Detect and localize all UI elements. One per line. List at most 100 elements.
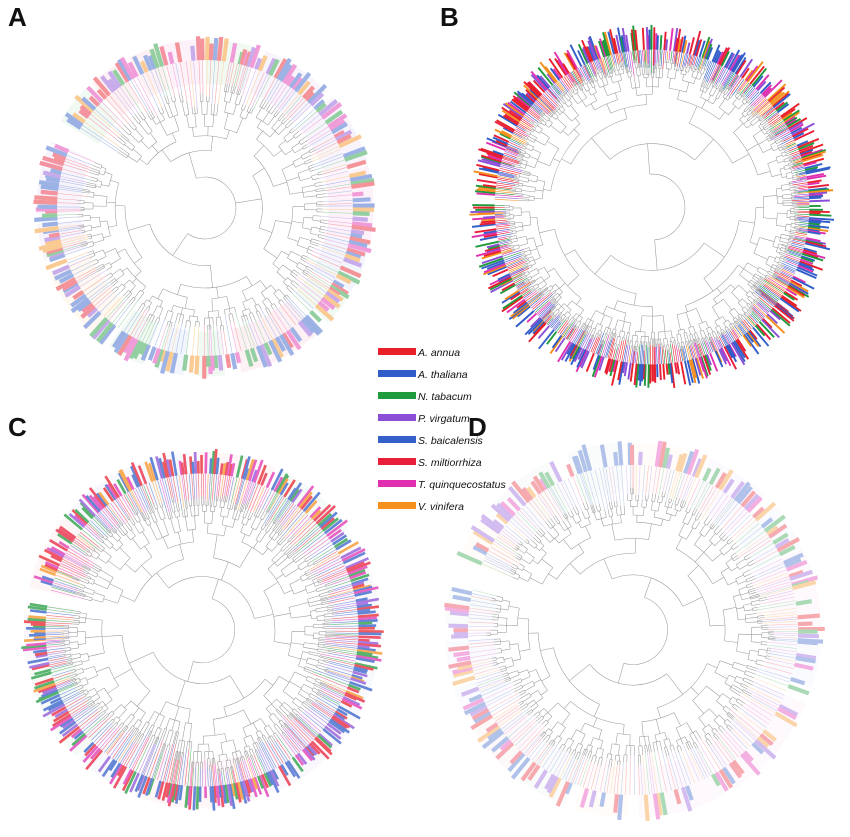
tree-branch xyxy=(189,60,196,108)
tree-branch xyxy=(497,174,514,179)
tree-branch xyxy=(528,109,540,119)
tree-branch xyxy=(63,244,81,251)
tree-branch xyxy=(794,237,806,242)
tree-branch xyxy=(501,109,521,123)
tree-branch xyxy=(510,189,516,191)
tree-branch xyxy=(799,222,809,224)
tree-branch xyxy=(586,331,589,335)
tree-branch xyxy=(152,347,162,364)
tree-branch xyxy=(241,108,244,111)
tree-branch xyxy=(90,578,95,581)
tree-branch xyxy=(208,330,211,356)
tree-branch xyxy=(224,315,233,354)
tree-branch xyxy=(748,307,753,312)
tree-branch xyxy=(767,114,780,124)
tree-branch xyxy=(168,321,171,327)
tree-branch xyxy=(674,70,677,79)
tree-branch xyxy=(522,159,528,162)
tree-branch xyxy=(706,60,710,68)
tree-branch xyxy=(81,190,90,192)
tree-branch xyxy=(357,608,371,613)
tree-branch xyxy=(714,84,717,88)
tree-branch xyxy=(65,158,91,168)
tree-branch xyxy=(685,67,687,72)
tree-branch xyxy=(675,345,680,363)
tree-branch xyxy=(182,354,189,371)
tree-branch xyxy=(321,601,328,604)
tree-branch xyxy=(302,578,309,582)
tree-branch xyxy=(132,115,139,124)
tree-branch xyxy=(512,132,522,138)
tree-branch xyxy=(142,531,150,544)
tree-branch xyxy=(288,553,296,559)
tree-branch xyxy=(149,224,211,266)
tree-branch xyxy=(263,695,272,705)
tree-branch xyxy=(785,288,798,297)
tree-branch xyxy=(494,216,504,219)
tree-branch xyxy=(788,245,804,251)
tree-branch xyxy=(229,92,233,103)
tree-branch xyxy=(229,322,238,353)
tree-branch xyxy=(156,115,161,123)
tree-branch xyxy=(761,318,780,339)
tree-branch xyxy=(84,594,86,597)
tree-branch xyxy=(683,332,687,334)
tree-branch xyxy=(497,113,518,127)
tree-branch xyxy=(680,361,687,385)
tree-branch xyxy=(792,238,806,243)
tree-branch xyxy=(773,122,786,131)
tree-branch xyxy=(762,116,764,118)
tree-branch xyxy=(701,65,703,69)
tree-branch xyxy=(792,156,802,161)
tree-branch xyxy=(512,250,515,252)
tree-branch xyxy=(244,509,249,519)
tree-branch xyxy=(536,124,539,127)
tree-branch xyxy=(797,190,809,192)
tree-branch xyxy=(144,520,149,526)
tree-branch xyxy=(317,300,330,312)
tree-branch xyxy=(789,148,799,154)
tree-branch xyxy=(514,221,523,224)
tree-branch xyxy=(576,330,586,346)
tree-branch xyxy=(145,321,156,344)
tree-branch xyxy=(582,65,591,81)
tree-branch xyxy=(504,113,520,125)
tree-branch xyxy=(263,101,269,110)
tree-branch xyxy=(522,196,530,198)
tree-branch xyxy=(711,64,720,81)
tree-branch xyxy=(167,102,170,105)
tree-branch xyxy=(98,171,101,176)
tree-branch xyxy=(495,192,515,196)
tree-branch xyxy=(543,113,546,116)
tree-branch xyxy=(789,282,809,295)
tree-branch xyxy=(662,363,666,380)
tree-branch xyxy=(214,60,220,104)
tree-branch xyxy=(499,165,522,173)
tree-branch xyxy=(594,323,598,329)
tree-branch xyxy=(323,659,330,662)
tree-branch xyxy=(273,84,288,106)
tree-branch xyxy=(90,176,98,180)
tree-branch xyxy=(117,590,124,604)
tree-branch xyxy=(513,176,517,178)
tree-branch xyxy=(758,302,770,313)
tree-branch xyxy=(602,306,607,315)
tree-branch xyxy=(670,344,674,364)
tree-branch xyxy=(305,679,315,685)
tree-branch xyxy=(614,343,617,350)
tree-branch xyxy=(319,241,348,250)
tree-branch xyxy=(526,237,534,240)
tree-branch xyxy=(540,131,550,138)
tree-branch xyxy=(612,54,616,64)
tree-branch xyxy=(282,671,295,692)
tree-branch xyxy=(308,653,320,657)
tree-branch xyxy=(703,337,706,341)
tree-branch xyxy=(793,185,799,187)
tree-branch xyxy=(325,226,352,232)
tree-branch xyxy=(124,563,136,573)
tree-branch xyxy=(743,333,760,355)
tree-branch xyxy=(744,85,753,95)
tree-branch xyxy=(589,80,592,84)
tree-branch xyxy=(773,93,791,109)
tree-branch xyxy=(750,303,754,306)
